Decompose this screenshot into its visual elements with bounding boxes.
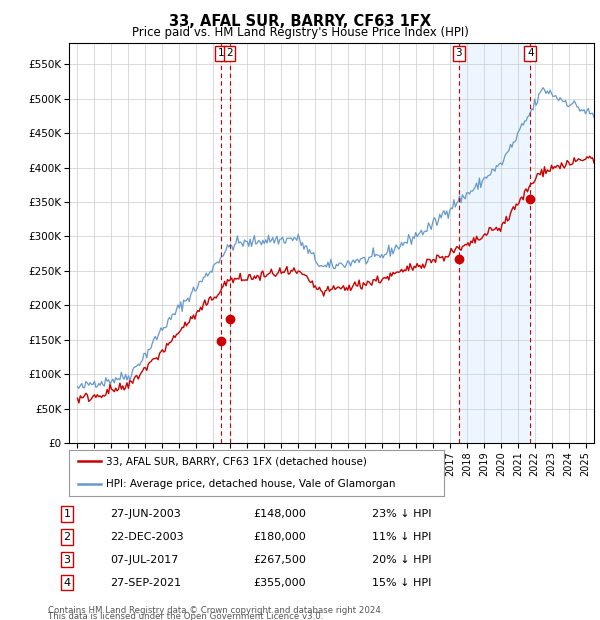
Text: Price paid vs. HM Land Registry's House Price Index (HPI): Price paid vs. HM Land Registry's House … — [131, 26, 469, 38]
Text: 1: 1 — [64, 509, 70, 519]
Text: £267,500: £267,500 — [253, 555, 306, 565]
Text: 27-JUN-2003: 27-JUN-2003 — [110, 509, 181, 519]
Text: Contains HM Land Registry data © Crown copyright and database right 2024.: Contains HM Land Registry data © Crown c… — [48, 606, 383, 614]
Text: 20% ↓ HPI: 20% ↓ HPI — [372, 555, 431, 565]
Text: 4: 4 — [527, 48, 533, 58]
Text: 15% ↓ HPI: 15% ↓ HPI — [372, 578, 431, 588]
Text: 2: 2 — [226, 48, 233, 58]
Text: 27-SEP-2021: 27-SEP-2021 — [110, 578, 181, 588]
Text: 11% ↓ HPI: 11% ↓ HPI — [372, 532, 431, 542]
Text: 33, AFAL SUR, BARRY, CF63 1FX: 33, AFAL SUR, BARRY, CF63 1FX — [169, 14, 431, 29]
Text: 22-DEC-2003: 22-DEC-2003 — [110, 532, 184, 542]
Text: £148,000: £148,000 — [253, 509, 306, 519]
Text: 07-JUL-2017: 07-JUL-2017 — [110, 555, 178, 565]
Text: 3: 3 — [64, 555, 70, 565]
Text: 2: 2 — [64, 532, 70, 542]
Text: 33, AFAL SUR, BARRY, CF63 1FX (detached house): 33, AFAL SUR, BARRY, CF63 1FX (detached … — [107, 456, 367, 466]
Text: This data is licensed under the Open Government Licence v3.0.: This data is licensed under the Open Gov… — [48, 613, 323, 620]
Text: 23% ↓ HPI: 23% ↓ HPI — [372, 509, 431, 519]
Text: 4: 4 — [64, 578, 70, 588]
Bar — [459, 43, 530, 443]
Text: £355,000: £355,000 — [253, 578, 306, 588]
Text: £180,000: £180,000 — [253, 532, 306, 542]
Text: 3: 3 — [455, 48, 462, 58]
Text: 1: 1 — [218, 48, 224, 58]
Text: HPI: Average price, detached house, Vale of Glamorgan: HPI: Average price, detached house, Vale… — [107, 479, 396, 489]
